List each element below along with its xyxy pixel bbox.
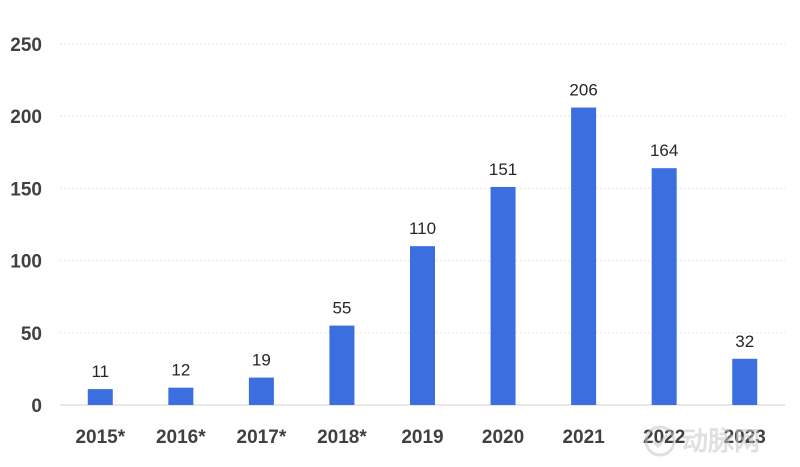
data-label: 110 (409, 219, 436, 238)
bar (87, 389, 113, 405)
data-label: 19 (252, 351, 271, 370)
data-label: 32 (735, 332, 754, 351)
data-label: 12 (171, 361, 190, 380)
y-tick-label: 200 (10, 107, 42, 128)
y-tick-label: 50 (21, 324, 42, 345)
bar (410, 246, 435, 405)
data-label: 164 (650, 141, 678, 160)
bar (329, 325, 355, 405)
x-tick-label: 2018* (317, 427, 367, 448)
watermark-logo: 动脉网 (642, 421, 792, 461)
bars (87, 107, 758, 405)
bar (732, 358, 758, 405)
bar (490, 186, 516, 405)
bar (248, 377, 274, 405)
x-tick-label: 2017* (237, 427, 287, 448)
y-axis-ticks: 0 50 100 150 200 250 (10, 35, 42, 417)
data-labels: 11 12 19 55 110 151 206 164 32 (91, 81, 754, 382)
bar (651, 168, 677, 405)
y-tick-label: 100 (10, 252, 42, 273)
x-tick-label: 2020 (482, 427, 524, 448)
data-label: 55 (332, 299, 351, 318)
y-tick-label: 250 (10, 35, 42, 56)
x-axis-ticks: 2015* 2016* 2017* 2018* 2019 2020 2021 2022 2023 (75, 427, 765, 448)
x-tick-label: 2016* (156, 427, 206, 448)
x-tick-label: 2015* (75, 427, 125, 448)
bar (571, 107, 597, 405)
x-tick-label: 2019 (401, 427, 443, 448)
data-label: 11 (91, 362, 109, 381)
data-label: 206 (569, 81, 597, 100)
data-label: 151 (489, 160, 517, 179)
x-tick-label: 2021 (562, 427, 605, 448)
watermark-icon: 动脉网 (644, 425, 760, 457)
watermark-text: 动脉网 (682, 427, 760, 457)
x-tick-label: 2023 (724, 427, 766, 448)
y-tick-label: 150 (10, 179, 42, 200)
bar (168, 387, 194, 405)
y-tick-label: 0 (31, 396, 42, 417)
